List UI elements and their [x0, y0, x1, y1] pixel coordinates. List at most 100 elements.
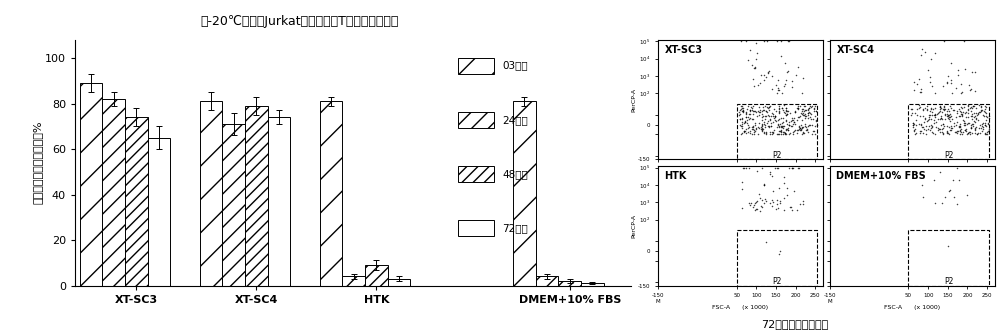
Point [742, 115, 758, 121]
Point [751, 191, 767, 197]
X-axis label: FSC-A      (x 1000): FSC-A (x 1000) [712, 305, 769, 310]
Point [770, 88, 786, 93]
Point [939, 128, 955, 133]
Point [909, 113, 925, 118]
Point [756, 182, 772, 187]
Point [735, 165, 751, 170]
Point [734, 124, 750, 129]
Point [740, 103, 756, 108]
Point [777, 130, 793, 136]
Point [940, 116, 956, 121]
Point [741, 165, 757, 170]
X-axis label: FSC-A      (x 1000): FSC-A (x 1000) [884, 305, 940, 310]
Point [797, 112, 813, 117]
Point [799, 126, 815, 131]
Point [800, 113, 816, 118]
Point [748, 125, 764, 130]
Point [939, 109, 955, 114]
Point [762, 131, 778, 137]
Point [763, 113, 779, 119]
Point [733, 107, 749, 112]
Point [922, 108, 938, 114]
Point [946, 195, 962, 200]
FancyBboxPatch shape [458, 112, 494, 128]
Point [921, 113, 937, 118]
Point [927, 200, 943, 206]
Point [767, 115, 783, 120]
Point [924, 110, 940, 115]
Point [781, 122, 797, 127]
Point [796, 130, 812, 136]
Point [944, 116, 960, 122]
Point [780, 125, 796, 131]
Point [955, 118, 971, 123]
Point [754, 205, 770, 210]
Point [734, 117, 750, 122]
Point [903, 113, 919, 118]
Point [778, 126, 794, 131]
Point [979, 131, 995, 137]
Point [764, 197, 780, 202]
Point [909, 107, 925, 112]
Point [754, 128, 770, 134]
Point [761, 104, 777, 110]
Point [734, 105, 750, 111]
Point [929, 111, 945, 117]
Point [754, 122, 770, 127]
Point [973, 104, 989, 109]
Point [758, 131, 774, 136]
Bar [200, 101, 222, 286]
Point [740, 58, 756, 63]
Point [791, 114, 807, 119]
Point [915, 195, 931, 200]
Point [756, 183, 772, 188]
Point [747, 120, 763, 125]
Point [783, 119, 799, 124]
Point [936, 105, 952, 110]
Point [786, 119, 802, 124]
Point [962, 131, 978, 137]
Point [942, 187, 958, 192]
Point [798, 124, 814, 129]
Point [960, 131, 976, 136]
Point [771, 109, 787, 114]
Point [797, 116, 813, 121]
Point [759, 120, 775, 125]
Point [933, 116, 949, 121]
Point [781, 165, 797, 170]
Point [942, 115, 958, 120]
Point [972, 123, 988, 128]
Point [746, 83, 762, 89]
Point [741, 201, 757, 206]
Point [965, 121, 981, 126]
Point [980, 121, 996, 126]
Text: P2: P2 [772, 151, 781, 160]
Point [754, 108, 770, 114]
Point [915, 108, 931, 113]
Point [737, 119, 753, 124]
Bar [908, 104, 989, 159]
Point [800, 129, 816, 135]
Point [804, 104, 820, 109]
Text: P2: P2 [944, 151, 953, 160]
Point [801, 123, 817, 128]
Point [757, 124, 773, 130]
Point [734, 109, 750, 114]
Point [964, 117, 980, 122]
Point [753, 126, 769, 131]
Point [936, 103, 952, 108]
Point [732, 116, 748, 122]
Text: 03小时: 03小时 [503, 61, 528, 71]
Point [787, 122, 803, 127]
Point [963, 105, 979, 110]
Point [951, 106, 967, 112]
Point [981, 115, 997, 121]
Point [735, 105, 751, 111]
Point [915, 131, 931, 136]
Point [794, 118, 810, 123]
Point [943, 106, 959, 111]
Point [808, 109, 824, 114]
Point [794, 106, 810, 111]
Point [754, 114, 770, 119]
Point [746, 129, 762, 134]
